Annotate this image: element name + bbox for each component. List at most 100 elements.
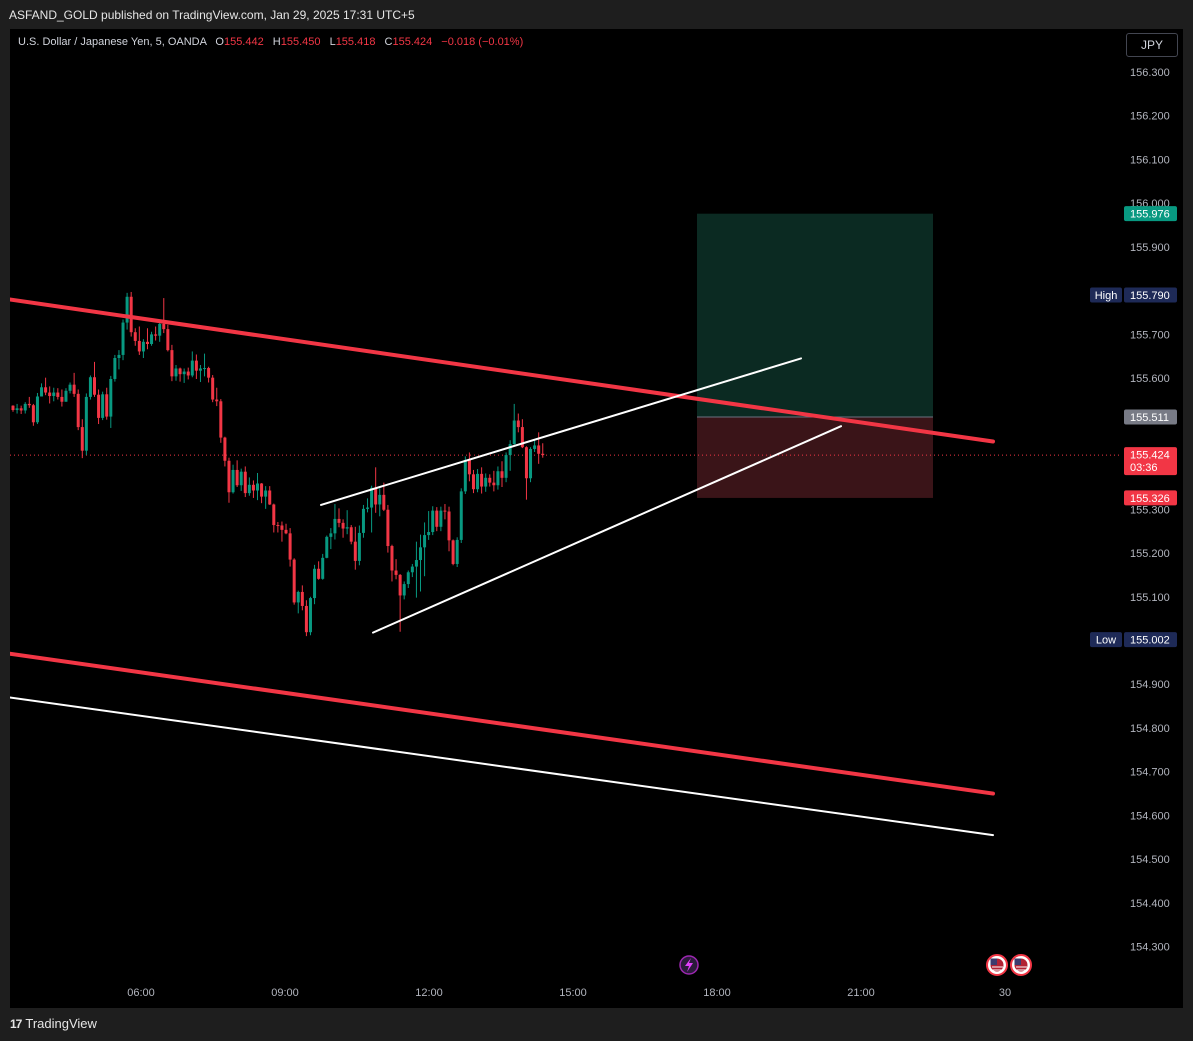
candle-body[interactable]	[471, 474, 475, 490]
candle-body[interactable]	[125, 296, 129, 323]
candle-body[interactable]	[484, 477, 488, 487]
candle-body[interactable]	[459, 491, 463, 540]
candle-body[interactable]	[337, 518, 341, 523]
candle-body[interactable]	[439, 510, 443, 527]
candle-body[interactable]	[431, 510, 435, 533]
candle-body[interactable]	[296, 591, 300, 603]
candle-body[interactable]	[15, 408, 19, 411]
candle-body[interactable]	[166, 329, 170, 351]
trendline-red[interactable]	[9, 297, 995, 444]
profit-zone[interactable]	[697, 213, 933, 418]
candle-body[interactable]	[443, 510, 447, 512]
candle-body[interactable]	[402, 584, 406, 596]
candle-body[interactable]	[378, 494, 382, 505]
candle-body[interactable]	[141, 341, 145, 352]
candle-body[interactable]	[541, 453, 545, 456]
candle-body[interactable]	[251, 484, 255, 491]
candle-body[interactable]	[207, 368, 211, 378]
candle-body[interactable]	[243, 471, 247, 494]
price-tag-stop[interactable]	[1124, 490, 1177, 506]
price-tag-entry[interactable]	[1124, 409, 1177, 425]
candle-body[interactable]	[463, 459, 467, 492]
candle-body[interactable]	[317, 568, 321, 579]
candle-body[interactable]	[520, 427, 524, 448]
candle-body[interactable]	[333, 518, 337, 534]
candle-body[interactable]	[264, 490, 268, 497]
candle-body[interactable]	[190, 360, 194, 376]
candle-body[interactable]	[247, 484, 251, 494]
candle-body[interactable]	[60, 396, 64, 402]
candle-body[interactable]	[40, 387, 44, 397]
candle-body[interactable]	[158, 323, 162, 336]
candle-body[interactable]	[516, 420, 520, 428]
candle-body[interactable]	[145, 341, 149, 345]
candle-body[interactable]	[284, 529, 288, 534]
tradingview-brand[interactable]: 17 TradingView	[10, 1016, 97, 1031]
candle-body[interactable]	[410, 566, 414, 573]
candle-body[interactable]	[101, 394, 105, 418]
candle-body[interactable]	[133, 332, 137, 341]
candle-body[interactable]	[211, 377, 215, 400]
candle-body[interactable]	[84, 396, 88, 451]
candle-body[interactable]	[329, 533, 333, 537]
candle-body[interactable]	[268, 490, 272, 505]
candle-body[interactable]	[178, 368, 182, 375]
trendline-white[interactable]	[320, 357, 802, 506]
candle-body[interactable]	[48, 392, 52, 397]
candle-body[interactable]	[162, 323, 166, 330]
candle-body[interactable]	[170, 350, 174, 377]
candle-body[interactable]	[72, 384, 76, 394]
candle-body[interactable]	[174, 368, 178, 377]
stop-zone[interactable]	[697, 417, 933, 498]
candle-body[interactable]	[292, 559, 296, 603]
candle-body[interactable]	[304, 605, 308, 633]
price-tag-target[interactable]	[1124, 206, 1177, 222]
candle-body[interactable]	[357, 532, 361, 561]
candle-body[interactable]	[467, 459, 471, 475]
price-tag-low[interactable]	[1124, 632, 1177, 648]
candle-body[interactable]	[186, 371, 190, 376]
candle-body[interactable]	[194, 360, 198, 371]
candle-body[interactable]	[109, 378, 113, 417]
candle-body[interactable]	[11, 405, 15, 411]
candle-body[interactable]	[435, 510, 439, 527]
candle-body[interactable]	[52, 392, 56, 397]
candle-body[interactable]	[414, 560, 418, 567]
candle-body[interactable]	[480, 473, 484, 487]
candle-body[interactable]	[231, 469, 235, 493]
candle-body[interactable]	[276, 525, 280, 527]
candle-body[interactable]	[345, 527, 349, 529]
candle-body[interactable]	[406, 572, 410, 585]
candle-body[interactable]	[80, 427, 84, 451]
candle-body[interactable]	[524, 447, 528, 479]
candle-body[interactable]	[398, 574, 402, 596]
candle-body[interactable]	[56, 392, 60, 397]
candle-body[interactable]	[150, 334, 154, 345]
candle-body[interactable]	[394, 570, 398, 575]
trendline-white[interactable]	[372, 425, 842, 634]
candle-body[interactable]	[488, 477, 492, 483]
candle-body[interactable]	[455, 539, 459, 564]
candle-body[interactable]	[492, 482, 496, 486]
candle-body[interactable]	[374, 487, 378, 505]
currency-button[interactable]: JPY	[1126, 33, 1178, 57]
candle-body[interactable]	[512, 420, 516, 445]
candle-body[interactable]	[508, 444, 512, 456]
candle-body[interactable]	[533, 445, 537, 449]
candle-body[interactable]	[280, 525, 284, 530]
candle-body[interactable]	[272, 504, 276, 526]
candle-body[interactable]	[219, 401, 223, 438]
candle-body[interactable]	[260, 483, 264, 497]
candle-body[interactable]	[423, 535, 427, 548]
trendline-white[interactable]	[9, 696, 994, 837]
candle-body[interactable]	[93, 377, 96, 395]
candle-body[interactable]	[76, 393, 80, 428]
candle-body[interactable]	[361, 508, 365, 533]
candle-body[interactable]	[198, 368, 202, 371]
candle-body[interactable]	[382, 494, 386, 510]
candle-body[interactable]	[341, 522, 345, 529]
candle-body[interactable]	[203, 368, 207, 370]
candle-body[interactable]	[325, 536, 329, 558]
candle-body[interactable]	[366, 507, 370, 509]
candle-body[interactable]	[370, 487, 374, 508]
